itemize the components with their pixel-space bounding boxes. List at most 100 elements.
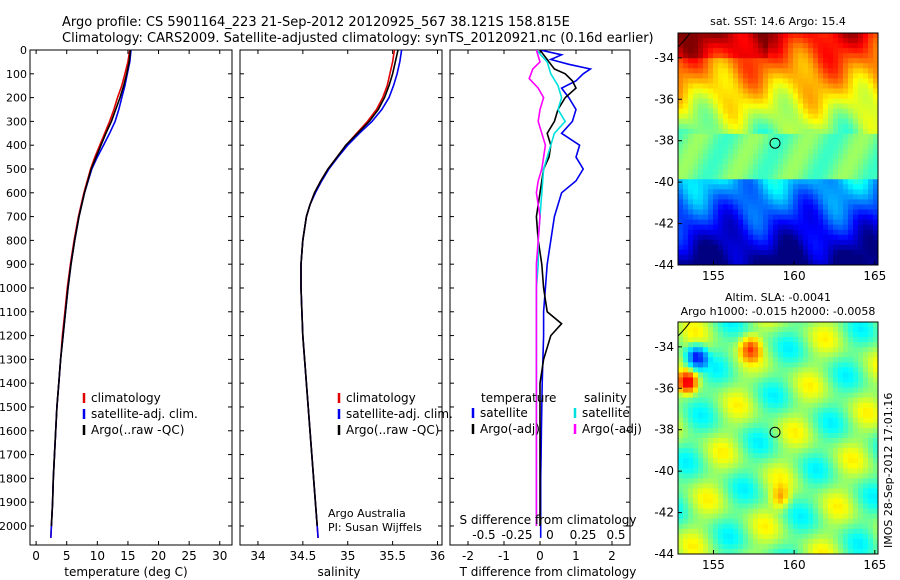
sst-map-cell	[688, 118, 694, 125]
sst-map-cell	[768, 219, 774, 226]
sla-map-cell	[698, 473, 704, 479]
sla-map-cell	[788, 458, 794, 464]
sst-map-cell	[828, 239, 834, 246]
sst-map-cell	[708, 68, 714, 74]
sst-map-cell	[693, 184, 699, 190]
sla-map-cell	[753, 322, 759, 328]
sst-map-cell	[773, 33, 779, 39]
sst-map-cell	[813, 189, 819, 195]
sst-map-cell	[773, 204, 779, 210]
sst-map-cell	[788, 118, 794, 125]
sla-map-cell	[833, 347, 839, 353]
sla-map-cell	[788, 543, 794, 550]
sla-map-cell	[728, 397, 734, 404]
sst-map-cell	[688, 259, 694, 266]
sst-map-cell	[723, 113, 729, 120]
sst-map-cell	[703, 219, 709, 226]
sla-map-cell	[683, 508, 689, 515]
sla-map-cell	[758, 483, 764, 489]
sla-map-cell	[723, 538, 729, 545]
sst-map-cell	[868, 179, 874, 185]
sla-map-cell	[828, 513, 834, 520]
sst-map-cell	[868, 209, 874, 215]
sla-map-cell	[823, 347, 829, 353]
sla-map-cell	[783, 332, 789, 338]
sst-map-cell	[818, 48, 824, 54]
sst-map-cell	[678, 38, 684, 44]
sla-map-cell	[738, 518, 744, 525]
sst-map-cell	[753, 179, 759, 185]
sla-map-cell	[833, 458, 839, 464]
sla-map-cell	[678, 352, 684, 358]
sla-map-cell	[748, 377, 754, 383]
sla-map-cell	[873, 438, 879, 444]
sla-map-cell	[778, 367, 784, 373]
sla-map-cell	[868, 533, 874, 540]
sla-map-cell	[733, 483, 739, 489]
salinity-axes-frame	[239, 49, 443, 546]
sst-map-cell	[858, 254, 864, 261]
sst-map-cell	[848, 244, 854, 251]
difference-legend: temperaturesatelliteArgo(-adj)salinitysa…	[471, 391, 642, 436]
sst-map-cell	[693, 103, 699, 110]
sst-map-cell	[778, 159, 784, 165]
sst-map-cell	[803, 33, 809, 39]
sla-map-cell	[728, 523, 734, 530]
sst-map-cell	[833, 138, 839, 145]
sst-map-cell	[743, 128, 749, 135]
sst-map-cell	[788, 138, 794, 145]
difference-x-axis: -2 -1 0 1 2	[462, 50, 616, 563]
sst-map-cell	[863, 184, 869, 190]
sst-map-cell	[683, 68, 689, 74]
sla-map-cell	[818, 367, 824, 373]
sst-map-cell	[678, 219, 684, 226]
sst-map-cell	[743, 179, 749, 185]
sst-map-cell	[803, 123, 809, 130]
sst-map-cell	[768, 159, 774, 165]
sla-map-cell	[853, 427, 859, 434]
sla-map-cell	[678, 357, 684, 363]
sst-map-cell	[753, 133, 759, 140]
sla-map-cell	[713, 412, 719, 419]
sla-map-cell	[833, 548, 839, 555]
sst-map-cell	[758, 143, 764, 150]
sla-map-cell	[833, 488, 839, 494]
sla-map-cell	[858, 342, 864, 348]
sst-map-cell	[873, 43, 879, 49]
sst-map-cell	[818, 184, 824, 190]
sst-map-cell	[698, 219, 704, 226]
sst-map-cell	[703, 239, 709, 246]
sst-map-cell	[688, 73, 694, 79]
sst-map-cell	[778, 204, 784, 210]
sst-map-cell	[763, 98, 769, 105]
sla-map-cell	[713, 508, 719, 515]
sla-map-cell	[698, 483, 704, 489]
sst-map-cell	[683, 219, 689, 226]
sst-map-cell	[848, 63, 854, 69]
sla-map-cell	[718, 543, 724, 550]
sla-map-cell	[863, 508, 869, 515]
sla-map-cell	[828, 518, 834, 525]
sla-map-cell	[718, 397, 724, 404]
sst-map-cell	[698, 123, 704, 130]
sst-map-cell	[783, 113, 789, 120]
sst-map-cell	[848, 143, 854, 150]
sla-map-cell	[828, 498, 834, 504]
sla-map-cell	[758, 357, 764, 363]
sst-map-cell	[708, 194, 714, 200]
sst-map-cell	[753, 48, 759, 54]
sst-map-cell	[848, 53, 854, 59]
sst-map-cell	[848, 214, 854, 221]
sst-map-cell	[678, 259, 684, 266]
sst-map-cell	[808, 164, 814, 170]
sst-map-cell	[748, 108, 754, 115]
sla-map-cell	[738, 503, 744, 510]
sla-map-cell	[798, 347, 804, 353]
sla-map-cell	[698, 493, 704, 499]
sst-map-cell	[778, 244, 784, 251]
sst-map-cell	[783, 249, 789, 256]
sst-map-cell	[813, 239, 819, 246]
sst-map-cell	[688, 214, 694, 221]
sla-map-cell	[773, 503, 779, 510]
sst-map-cell	[858, 58, 864, 64]
